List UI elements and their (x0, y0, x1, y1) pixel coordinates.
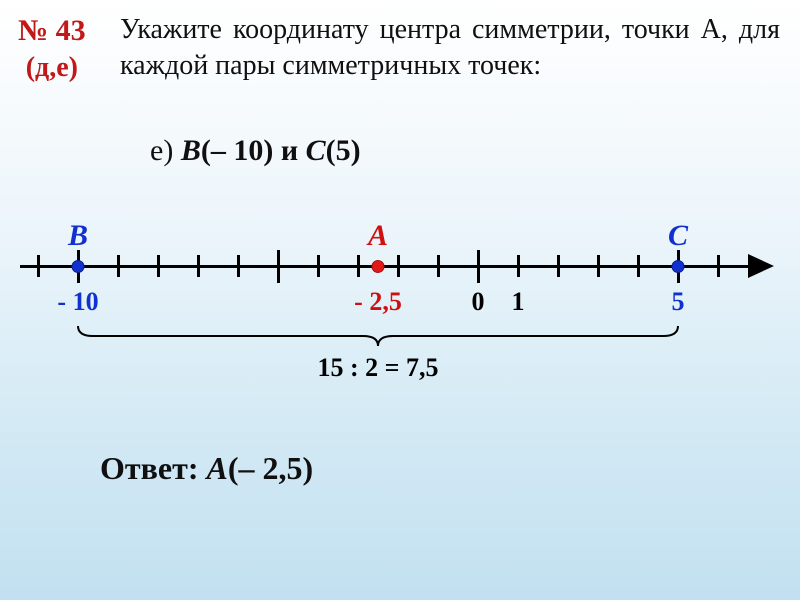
point-C (672, 260, 685, 273)
point-A (372, 260, 385, 273)
axis-tick (37, 255, 40, 277)
number-line: BAC01- 10- 2,5515 : 2 = 7,5 (20, 215, 780, 365)
axis-tick (197, 255, 200, 277)
answer-label: Ответ: (100, 450, 206, 486)
point-label-C: C (668, 219, 688, 253)
label-B-num: - 10 (57, 287, 98, 317)
axis-tick (397, 255, 400, 277)
subpart-and: и (273, 134, 305, 167)
subpart-Bval: (– 10) (201, 134, 273, 167)
problem-number: № 43 (д,е) (18, 12, 86, 85)
label-one: 1 (512, 287, 525, 317)
axis-tick (597, 255, 600, 277)
answer-point: A (206, 450, 227, 486)
axis-tick (237, 255, 240, 277)
axis-tick (717, 255, 720, 277)
problem-number-sub: (д,е) (18, 50, 86, 85)
point-label-B: B (68, 219, 88, 253)
subpart-prefix: е) (150, 134, 181, 167)
subpart-pointB: B (181, 134, 201, 167)
answer-value: (– 2,5) (228, 450, 313, 486)
axis-tick (557, 255, 560, 277)
answer-line: Ответ: A(– 2,5) (100, 450, 313, 487)
brace-calculation: 15 : 2 = 7,5 (318, 353, 439, 383)
axis-arrow-icon (748, 254, 774, 278)
axis-tick (357, 255, 360, 277)
problem-text: Укажите координату центра симмет­рии, то… (120, 12, 780, 85)
label-A-num: - 2,5 (354, 287, 402, 317)
axis-tick (117, 255, 120, 277)
problem-number-top: № 43 (18, 12, 86, 50)
axis-tick (517, 255, 520, 277)
subpart-pointC: C (306, 134, 326, 167)
axis-line (20, 265, 750, 268)
label-zero: 0 (472, 287, 485, 317)
axis-tick (157, 255, 160, 277)
axis-tick (637, 255, 640, 277)
axis-tick (317, 255, 320, 277)
axis-tick (477, 250, 480, 283)
point-label-A: A (368, 219, 388, 253)
point-B (72, 260, 85, 273)
subpart-line: е) B(– 10) и C(5) (150, 134, 361, 168)
distance-brace (68, 323, 688, 353)
label-C-num: 5 (672, 287, 685, 317)
subpart-Cval: (5) (326, 134, 361, 167)
axis-tick (277, 250, 280, 283)
axis-tick (437, 255, 440, 277)
